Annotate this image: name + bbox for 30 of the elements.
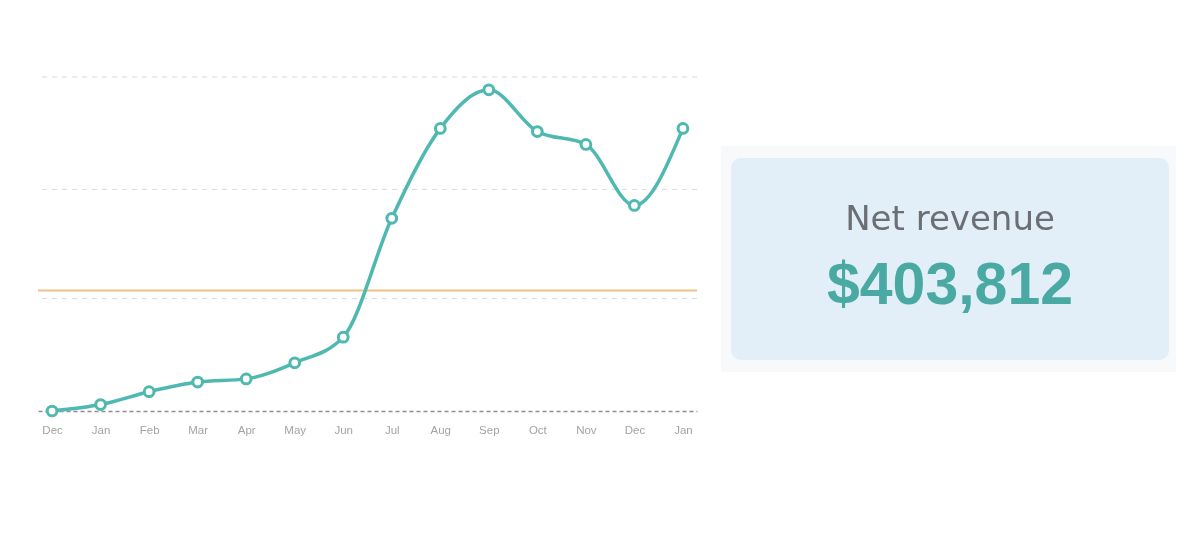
point — [288, 356, 302, 370]
x-tick-label: Jul — [384, 423, 400, 436]
x-tick-label: Oct — [528, 423, 548, 436]
x-tick-label: Sep — [479, 423, 500, 436]
point — [433, 122, 447, 135]
point — [530, 125, 544, 138]
x-tick-label: May — [284, 423, 307, 436]
x-tick-label: Apr — [237, 423, 256, 436]
point — [239, 372, 253, 386]
x-tick-label: Nov — [576, 423, 597, 436]
point — [676, 122, 690, 135]
point — [385, 211, 399, 225]
text: Net revenue — [845, 198, 1055, 238]
point — [191, 375, 205, 389]
point — [579, 138, 593, 151]
point — [482, 83, 496, 97]
x-tick-label: Dec — [42, 423, 64, 436]
point — [142, 385, 156, 399]
x-tick-label: Jan — [674, 423, 693, 436]
point — [628, 199, 641, 212]
x-tick-label: Dec — [624, 423, 646, 436]
x-tick-label: Feb — [139, 423, 160, 436]
point — [45, 404, 59, 418]
x-tick-label: Mar — [188, 423, 209, 436]
text: $403,812 — [826, 251, 1074, 317]
x-tick-label: Aug — [430, 423, 452, 436]
x-tick-label: Jan — [91, 423, 111, 436]
x-tick-label: Jun — [334, 423, 354, 436]
point — [336, 330, 350, 344]
point — [94, 398, 107, 411]
